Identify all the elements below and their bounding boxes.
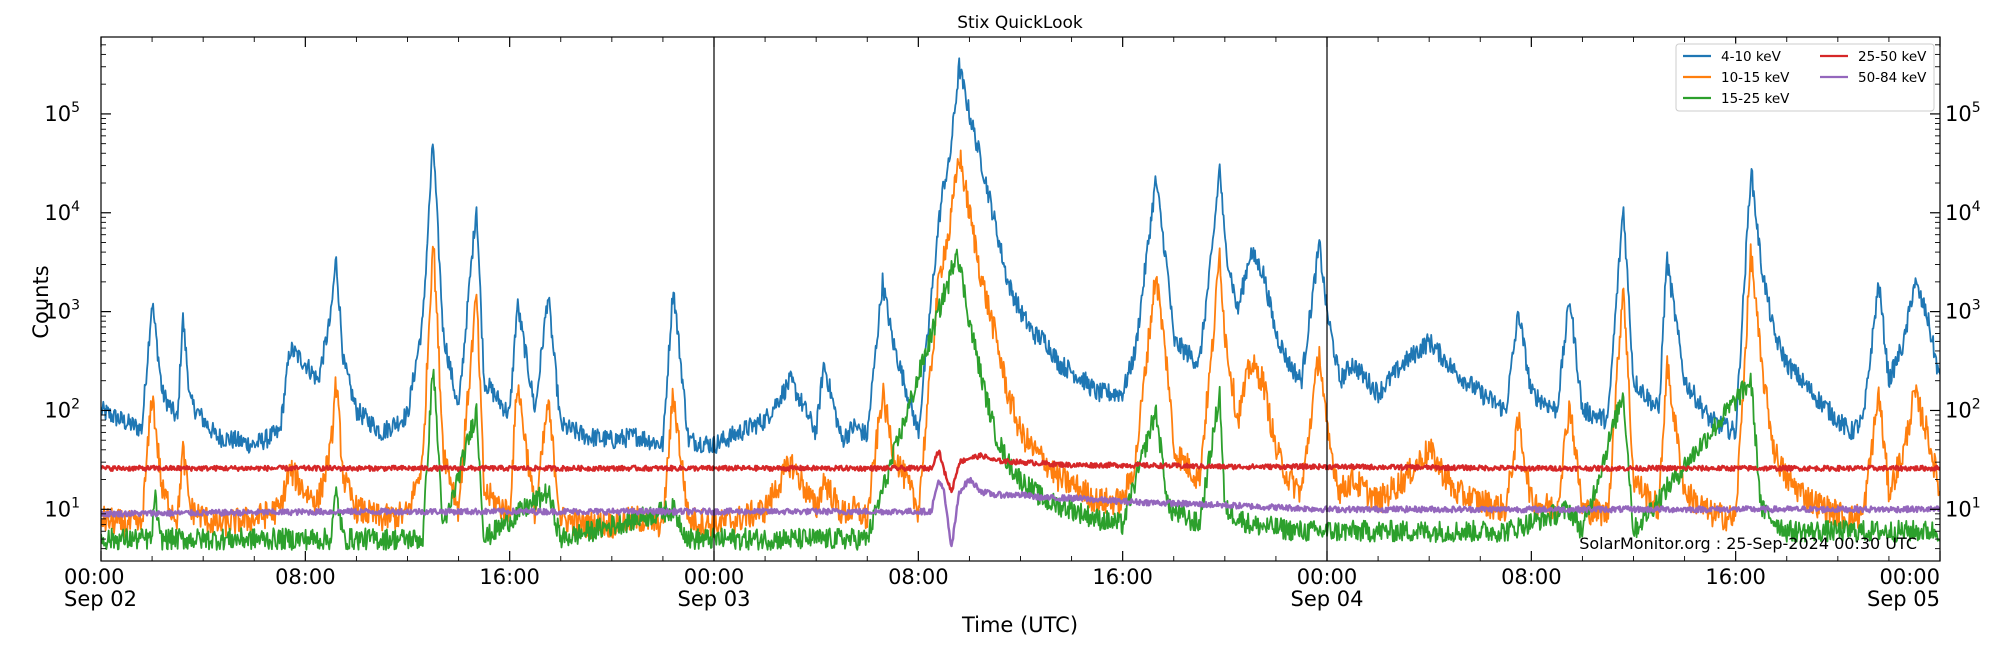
legend-label: 25-50 keV xyxy=(1858,49,1927,65)
series-layer xyxy=(101,57,1940,551)
day-boundary-lines xyxy=(713,37,1328,561)
x-tick-time-label: 08:00 xyxy=(1501,565,1562,589)
x-tick-date-label: Sep 03 xyxy=(678,587,751,611)
y-tick-label: 101 xyxy=(44,495,80,521)
y-tick-label-right: 101 xyxy=(1945,495,1981,521)
x-tick-time-label: 16:00 xyxy=(479,565,540,589)
x-tick-time-label: 16:00 xyxy=(1705,565,1766,589)
x-tick-time-label: 00:00 xyxy=(1297,565,1358,589)
x-tick-time-label: 00:00 xyxy=(1879,565,1940,589)
x-tick-date-label: Sep 04 xyxy=(1291,587,1364,611)
x-tick-time-label: 00:00 xyxy=(64,565,125,589)
legend: 4-10 keV 10-15 keV 15-25 keV 25-50 keV 50-84… xyxy=(1675,43,1935,112)
series-line-4-10-kev xyxy=(101,57,1940,454)
y-tick-label: 105 xyxy=(44,100,80,126)
legend-label: 4-10 keV xyxy=(1721,49,1782,65)
y-tick-label-right: 105 xyxy=(1945,100,1981,126)
y-tick-label-right: 103 xyxy=(1945,298,1981,324)
chart-title: Stix QuickLook xyxy=(957,13,1083,33)
x-tick-time-label: 00:00 xyxy=(684,565,745,589)
legend-label: 15-25 keV xyxy=(1721,91,1790,107)
x-axis-title: Time (UTC) xyxy=(961,613,1078,637)
y-axis-title: Counts xyxy=(29,265,53,338)
x-tick-time-label: 08:00 xyxy=(888,565,949,589)
x-tick-time-label: 08:00 xyxy=(275,565,336,589)
series-line-10-15-kev xyxy=(101,149,1940,540)
y-tick-label: 104 xyxy=(44,199,80,225)
legend-box xyxy=(1675,43,1935,112)
series-line-50-84-kev xyxy=(101,476,1940,548)
y-tick-label: 102 xyxy=(44,396,80,422)
x-tick-time-label: 16:00 xyxy=(1092,565,1153,589)
series-line-15-25-kev xyxy=(101,248,1940,551)
legend-label: 50-84 keV xyxy=(1858,70,1927,86)
x-tick-date-label: Sep 05 xyxy=(1867,587,1940,611)
series-line-25-50-kev xyxy=(101,449,1940,494)
y-tick-label-right: 102 xyxy=(1945,396,1981,422)
legend-label: 10-15 keV xyxy=(1721,70,1790,86)
y-tick-label: 103 xyxy=(44,298,80,324)
y-axis: 101 101 102 102 103 103 104 104 105 105 xyxy=(44,36,1981,562)
x-tick-date-label: Sep 02 xyxy=(64,587,137,611)
source-annotation: SolarMonitor.org : 25-Sep-2024 00:30 UTC xyxy=(1579,534,1917,553)
y-tick-label-right: 104 xyxy=(1945,199,1981,225)
